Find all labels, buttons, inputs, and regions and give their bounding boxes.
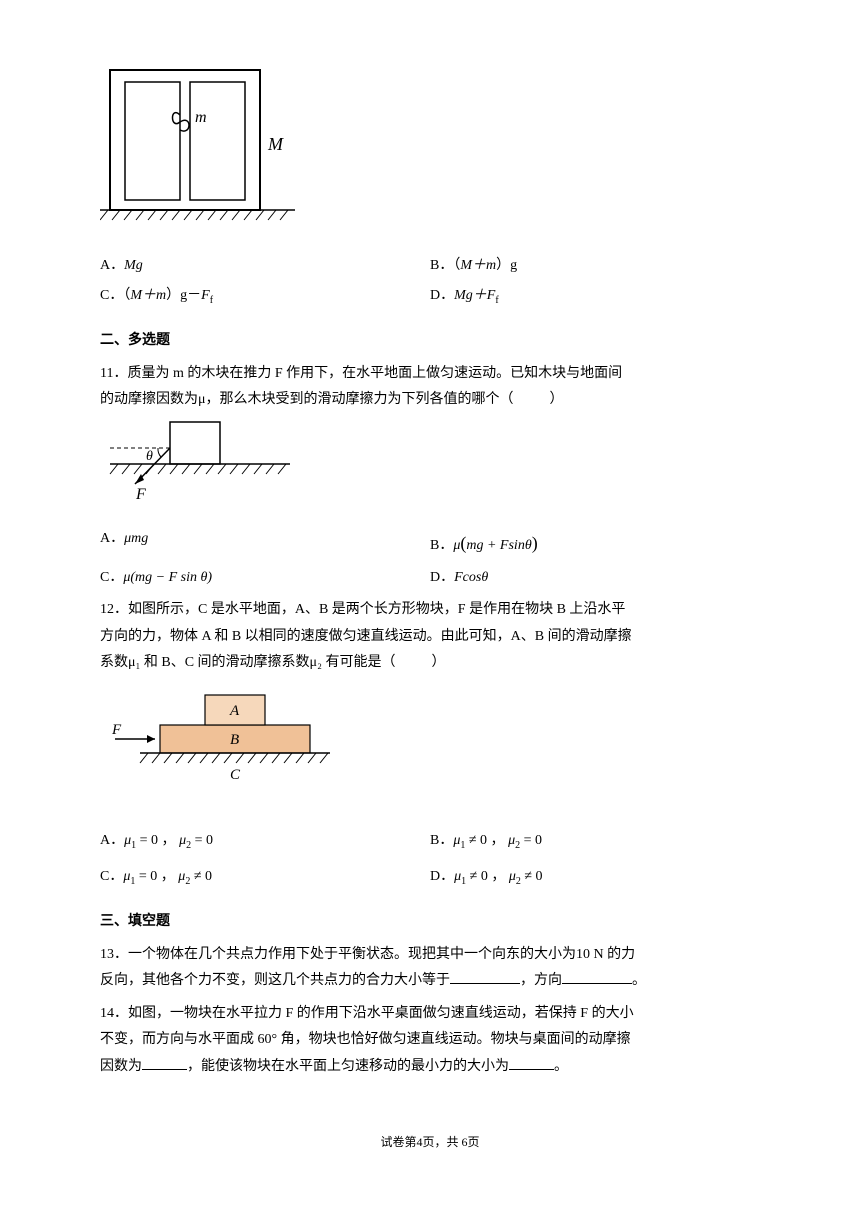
q12-line2: 方向的力，物体 A 和 B 以相同的速度做匀速直线运动。由此可知，A、B 间的滑… [100,629,632,644]
blank-3 [142,1055,187,1070]
section-3-title: 三、填空题 [100,909,760,936]
opt-body: Mg [124,258,143,273]
opt-body: Fcosθ [454,570,488,585]
q11-options-row1: A．μmg B．μ(mg + Fsinθ) [100,526,760,560]
eq1: = 0 ， [136,833,179,848]
opt-pre: A． [100,833,124,848]
q13-line1: 一个物体在几个共点力作用下处于平衡状态。现把其中一个向东的大小为10 N 的力 [128,947,635,962]
opt-tail: F [201,288,210,303]
q12-num: 12． [100,602,128,617]
opt-pre: D． [430,570,454,585]
q12-option-B: B．μ1 ≠ 0 ， μ2 = 0 [430,828,760,855]
opt-body: M＋m [460,258,496,273]
opt-mid: ）g－ [166,288,201,303]
q11-paren-close: ） [550,392,564,407]
q10-figure: m M [100,60,760,241]
opt-pre: B． [430,833,453,848]
eq1: ≠ 0 ， [466,869,509,884]
q11-text1: 质量为 m 的木块在推力 F 作用下，在水平地面上做匀速运动。已知木块与地面间 [127,366,622,381]
q11-option-B: B．μ(mg + Fsinθ) [430,526,760,560]
blank-1 [450,969,520,984]
opt-in: mg + Fsinθ [466,538,531,553]
q13-line2a: 反向，其他各个力不变，则这几个共点力的合力大小等于 [100,973,450,988]
q10-option-C: C．（M＋m）g－Ff [100,283,430,310]
q12-paren-close: ） [431,655,445,670]
label-theta: θ [146,449,153,464]
opt-suffix: ）g [496,258,517,273]
eq2: = 0 [520,833,542,848]
q12: 12．如图所示，C 是水平地面，A、B 是两个长方形物块，F 是作用在物块 B … [100,597,760,677]
paren-close: ) [532,533,538,553]
q12-svg: A B F C [100,677,350,787]
page-footer: 试卷第4页，共 6页 [100,1131,760,1154]
blank-4 [509,1055,554,1070]
q13-num: 13． [100,947,128,962]
q14-line3b: ，能使该物块在水平面上匀速移动的最小力的大小为 [187,1059,509,1074]
label-F: F [111,722,122,738]
q12-line3: 系数μ₁ 和 B、C 间的滑动摩擦系数μ₂ 有可能是（ [100,655,395,670]
q11-text2: 的动摩擦因数为μ，那么木块受到的滑动摩擦力为下列各值的哪个（ [100,392,514,407]
q13: 13．一个物体在几个共点力作用下处于平衡状态。现把其中一个向东的大小为10 N … [100,942,760,995]
spacer [100,810,760,824]
opt-pre: D． [430,869,454,884]
q11-figure: θ F [100,414,760,515]
q14-line1: 如图，一物块在水平拉力 F 的作用下沿水平桌面做匀速直线运动，若保持 F 的大小 [128,1006,634,1021]
q12-options-row2: C．μ1 = 0 ， μ2 ≠ 0 D．μ1 ≠ 0 ， μ2 ≠ 0 [100,864,760,891]
opt-body: μ(mg − F sin θ) [123,570,212,585]
label-F: F [135,486,146,503]
q14-line2: 不变，而方向与水平面成 60° 角，物块也恰好做匀速直线运动。物块与桌面间的动摩… [100,1032,631,1047]
opt-sub: f [495,295,498,306]
eq2: ≠ 0 [521,869,543,884]
q12-options-row1: A．μ1 = 0 ， μ2 = 0 B．μ1 ≠ 0 ， μ2 = 0 [100,828,760,855]
label-C: C [230,767,241,783]
label-M: M [267,134,284,154]
q12-line1: 如图所示，C 是水平地面，A、B 是两个长方形物块，F 是作用在物块 B 上沿水… [128,602,625,617]
q13-line2b: ，方向 [520,973,562,988]
opt-prefix: A． [100,258,124,273]
q14-line3a: 因数为 [100,1059,142,1074]
opt-body: M＋m [130,288,166,303]
blank-2 [562,969,632,984]
opt-pre: A． [100,531,124,546]
q11-option-C: C．μ(mg − F sin θ) [100,565,430,592]
q12-option-C: C．μ1 = 0 ， μ2 ≠ 0 [100,864,430,891]
q11: 11．质量为 m 的木块在推力 F 作用下，在水平地面上做匀速运动。已知木块与地… [100,361,760,414]
q12-figure: A B F C [100,677,760,798]
q10-option-B: B．（M＋m）g [430,253,760,280]
label-m: m [195,109,207,126]
eq1: ≠ 0 ， [465,833,508,848]
label-B: B [230,732,239,748]
mu2: μ [509,869,516,884]
eq1: = 0 ， [135,869,178,884]
opt-prefix: B．（ [430,258,460,273]
eq2: = 0 [191,833,213,848]
q11-svg: θ F [100,414,300,504]
q10-svg: m M [100,60,300,230]
q11-option-D: D．Fcosθ [430,565,760,592]
q11-num: 11． [100,366,127,381]
q10-option-A: A．Mg [100,253,430,280]
q12-option-A: A．μ1 = 0 ， μ2 = 0 [100,828,430,855]
opt-prefix: C．（ [100,288,130,303]
q14-num: 14． [100,1006,128,1021]
opt-sub: f [210,295,213,306]
label-A: A [229,703,240,719]
q10-option-D: D．Mg＋Ff [430,283,760,310]
q11-options-row2: C．μ(mg − F sin θ) D．Fcosθ [100,565,760,592]
eq2: ≠ 0 [190,869,212,884]
q11-option-A: A．μmg [100,526,430,560]
opt-body: μmg [124,531,148,546]
q10-options-row2: C．（M＋m）g－Ff D．Mg＋Ff [100,283,760,310]
opt-prefix: D． [430,288,454,303]
q14: 14．如图，一物块在水平拉力 F 的作用下沿水平桌面做匀速直线运动，若保持 F … [100,1001,760,1081]
q12-option-D: D．μ1 ≠ 0 ， μ2 ≠ 0 [430,864,760,891]
q13-line2c: 。 [632,973,646,988]
q14-line3c: 。 [554,1059,568,1074]
q10-options-row1: A．Mg B．（M＋m）g [100,253,760,280]
opt-pre: C． [100,869,123,884]
opt-body: Mg＋F [454,288,495,303]
section-2-title: 二、多选题 [100,328,760,355]
opt-pre: B． [430,538,453,553]
opt-pre: C． [100,570,123,585]
